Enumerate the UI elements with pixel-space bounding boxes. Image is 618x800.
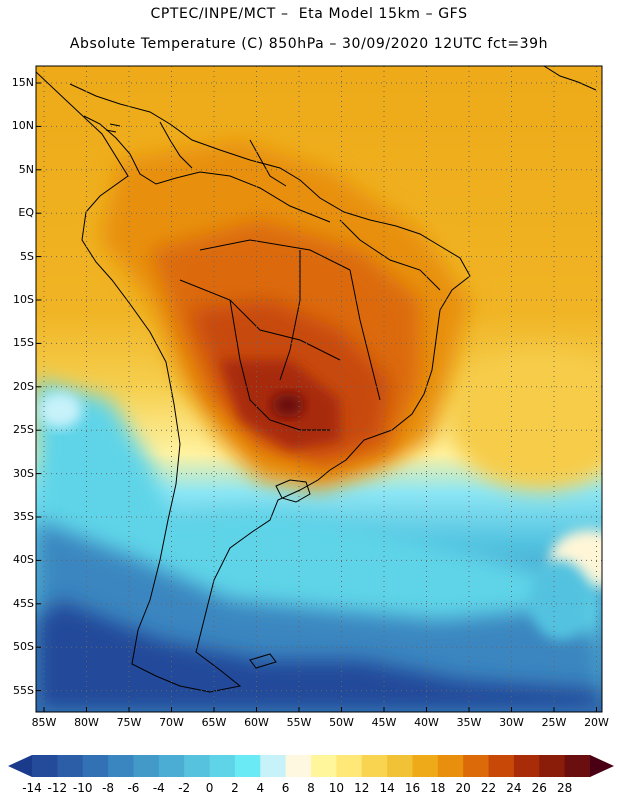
longitude-label: 35W — [456, 716, 482, 729]
colorbar-label: 28 — [556, 781, 573, 795]
colorbar-label: 4 — [256, 781, 265, 795]
longitude-label: 30W — [499, 716, 524, 729]
longitude-label: 80W — [74, 716, 99, 729]
longitude-label: 65W — [201, 716, 227, 729]
latitude-label: 35S — [13, 510, 34, 523]
colorbar-label: -2 — [178, 781, 191, 795]
axis-ticks — [36, 82, 597, 712]
colorbar-label: 22 — [480, 781, 497, 795]
colorbar-swatch — [158, 755, 185, 777]
colorbar-swatch — [463, 755, 490, 777]
colorbar-label: 2 — [231, 781, 239, 795]
colorbar-swatch — [234, 755, 261, 777]
colorbar-label: 18 — [430, 781, 446, 795]
longitude-label: 25W — [541, 716, 567, 729]
colorbar-swatch — [564, 755, 591, 777]
latitude-label: 5S — [20, 249, 34, 263]
latitude-label: 30S — [13, 466, 34, 480]
latitude-label: 15N — [11, 76, 34, 89]
latitude-label: 45S — [13, 596, 34, 610]
colorbar-label: -4 — [152, 781, 165, 795]
latitude-label: 10N — [11, 119, 34, 133]
longitude-label: 85W — [31, 716, 57, 729]
colorbar-swatch — [285, 755, 312, 777]
colorbar — [8, 755, 614, 777]
longitude-label: 75W — [116, 716, 142, 729]
colorbar-swatch — [311, 755, 337, 777]
map-frame — [35, 65, 603, 713]
latitude-label: 40S — [13, 553, 34, 567]
colorbar-label: -12 — [47, 781, 68, 795]
latitude-label: 15S — [13, 336, 34, 350]
temperature-field — [36, 66, 602, 712]
colorbar-swatch — [336, 755, 363, 777]
colorbar-swatch — [82, 755, 109, 777]
colorbar-label: 8 — [307, 781, 315, 795]
colorbar-label: 26 — [531, 781, 547, 795]
latitude-label: EQ — [18, 206, 34, 220]
colorbar-label: 0 — [205, 781, 214, 795]
colorbar-swatch — [488, 755, 515, 777]
colorbar-low-arrow — [8, 755, 32, 777]
colorbar-label: -8 — [102, 781, 115, 795]
colorbar-label: 16 — [404, 781, 421, 795]
colorbar-swatch — [184, 755, 211, 777]
colorbar-label: 12 — [354, 781, 370, 795]
colorbar-label: 10 — [328, 781, 344, 795]
colorbar-swatch — [539, 755, 566, 777]
colorbar-label: -10 — [72, 781, 93, 795]
colorbar-label: -14 — [22, 781, 42, 795]
longitude-label: 55W — [286, 716, 312, 729]
colorbar-swatch — [32, 755, 58, 777]
latitude-label: 20S — [13, 379, 34, 393]
latitude-label: 55S — [13, 683, 34, 697]
colorbar-swatch — [57, 755, 84, 777]
longitude-label: 40W — [414, 716, 439, 729]
colorbar-swatch — [513, 755, 540, 777]
colorbar-swatch — [412, 755, 439, 777]
latitude-label: 5N — [18, 162, 34, 176]
longitude-label: 20W — [584, 716, 609, 729]
latitude-label: 50S — [13, 640, 34, 654]
latitude-label: 25S — [13, 423, 34, 437]
colorbar-swatch — [361, 755, 388, 777]
colorbar-swatch — [437, 755, 464, 777]
colorbar-swatch — [209, 755, 236, 777]
longitude-label: 45W — [371, 716, 397, 729]
colorbar-label: 14 — [379, 781, 395, 795]
colorbar-swatch — [133, 755, 160, 777]
colorbar-swatch — [108, 755, 134, 777]
colorbar-label: 20 — [455, 781, 471, 795]
colorbar-label: 24 — [506, 781, 522, 795]
longitude-label: 60W — [244, 716, 269, 729]
colorbar-swatch — [387, 755, 413, 777]
longitude-label: 70W — [159, 716, 184, 729]
colorbar-swatch — [260, 755, 287, 777]
longitude-label: 50W — [329, 716, 354, 729]
map-title-line2: Absolute Temperature (C) 850hPa – 30/09/… — [69, 36, 549, 52]
latitude-label: 10S — [13, 293, 34, 306]
colorbar-high-arrow — [590, 755, 614, 777]
colorbar-label: 6 — [281, 781, 290, 795]
colorbar-label: -6 — [127, 781, 140, 795]
map-title-line1: CPTEC/INPE/MCT – Eta Model 15km – GFS — [150, 6, 468, 22]
